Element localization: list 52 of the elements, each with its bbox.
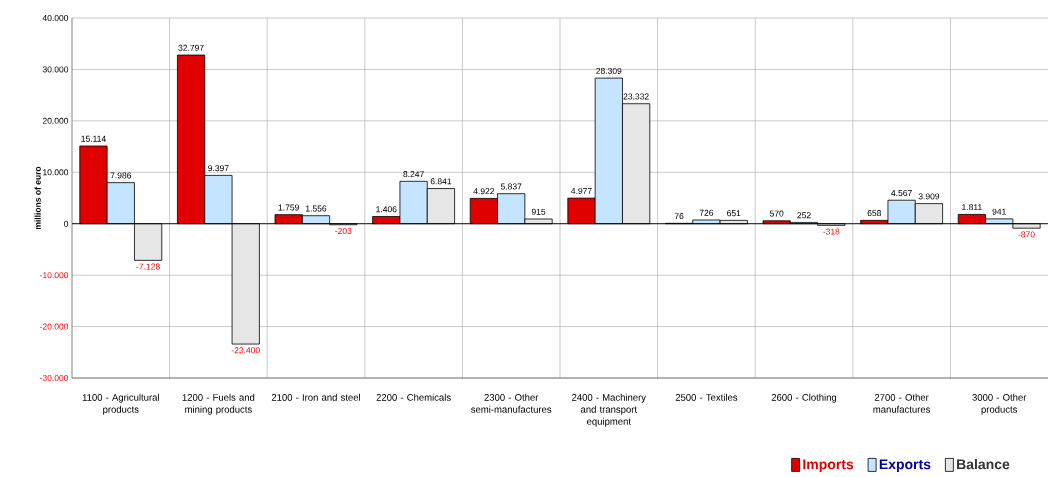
y-tick-label: 0 — [64, 220, 69, 227]
data-label: 4.567 — [891, 190, 912, 197]
x-tick-label: 2600 - Clothing — [771, 393, 837, 403]
data-label: 9.397 — [208, 165, 229, 172]
data-label: 76 — [674, 213, 684, 220]
y-tick-label: 30.000 — [42, 66, 69, 73]
data-label: 6.841 — [430, 178, 452, 185]
data-label: 651 — [727, 210, 741, 217]
data-label: 32.797 — [178, 44, 204, 51]
data-label: 4.977 — [571, 187, 592, 194]
data-label: -318 — [823, 228, 840, 235]
data-label: 570 — [769, 210, 784, 217]
x-tick-label: 2400 - Machinery and transport equipment — [572, 393, 646, 427]
data-label: 1.556 — [306, 205, 327, 212]
data-label: 1.759 — [278, 204, 299, 211]
data-label: 28.309 — [596, 67, 622, 74]
data-label: 4.922 — [473, 188, 495, 195]
data-label: 915 — [531, 208, 546, 215]
data-label: 5.837 — [500, 183, 522, 190]
data-label: -203 — [335, 227, 352, 234]
x-tick-label: 2300 - Other semi-manufactures — [471, 393, 552, 413]
data-label: -23.400 — [231, 347, 260, 354]
data-label: 8.247 — [403, 171, 424, 178]
legend-label: Balance — [957, 458, 1010, 470]
data-label: 3.909 — [918, 193, 940, 200]
x-tick-label: 2100 - Iron and steel — [271, 393, 360, 401]
data-label: -7.128 — [136, 263, 160, 270]
y-axis-title: millions of euro — [34, 166, 41, 230]
data-label: -870 — [1018, 231, 1035, 238]
x-tick-label: 2500 - Textiles — [675, 393, 738, 401]
x-tick-label: 2700 - Other manufactures — [873, 393, 931, 413]
y-tick-label: 20.000 — [42, 117, 69, 124]
x-tick-label: 3000 - Other products — [972, 393, 1027, 415]
data-label: 941 — [992, 208, 1006, 215]
y-tick-label: 10.000 — [43, 169, 69, 176]
x-tick-label: 1200 - Fuels and mining products — [182, 393, 255, 415]
data-label: 1.406 — [376, 206, 397, 213]
y-tick-label: -30.000 — [40, 375, 69, 381]
legend-label: Imports — [803, 459, 854, 472]
data-label: 23.332 — [623, 93, 649, 100]
y-tick-label: -20.000 — [40, 323, 69, 330]
legend-label: Exports — [879, 459, 931, 472]
data-label: 7.986 — [110, 172, 132, 179]
y-tick-label: 40.000 — [42, 15, 69, 21]
data-label: 1.811 — [962, 204, 982, 211]
x-tick-label: 2200 - Chemicals — [376, 393, 451, 401]
y-tick-label: -10.000 — [40, 272, 69, 279]
data-label: 726 — [699, 209, 714, 216]
data-label: 658 — [867, 210, 881, 217]
x-tick-label: 1100 - Agricultural products — [82, 393, 159, 415]
data-label: 252 — [797, 212, 811, 219]
data-label: 15.114 — [81, 135, 106, 142]
